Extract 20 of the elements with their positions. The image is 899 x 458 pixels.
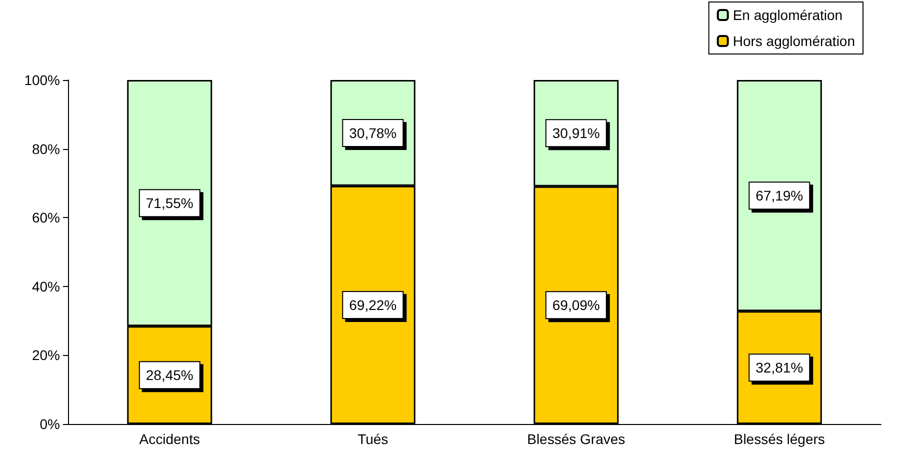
x-tick-label: Blessés légers: [734, 431, 825, 447]
legend-label: En agglomération: [732, 7, 843, 23]
y-tick-label: 40%: [32, 278, 60, 294]
x-tick-label: Tués: [358, 431, 388, 447]
data-label: 30,78%: [349, 124, 397, 141]
y-tick-label: 80%: [32, 140, 60, 157]
y-tick-label: 20%: [32, 347, 60, 364]
data-label: 32,81%: [756, 360, 804, 376]
data-label: 71,55%: [146, 195, 194, 212]
data-label: 28,45%: [146, 367, 194, 384]
x-tick-label: Blessés Graves: [527, 431, 626, 447]
data-label: 67,19%: [756, 188, 804, 204]
x-tick-label: Accidents: [139, 431, 200, 447]
legend-label: Hors agglomération: [732, 33, 855, 49]
y-tick-label: 100%: [24, 72, 60, 88]
data-label: 69,09%: [552, 297, 600, 314]
y-tick-label: 0%: [40, 416, 60, 432]
data-label: 30,91%: [552, 125, 600, 142]
data-label: 69,22%: [349, 296, 397, 313]
y-tick-label: 60%: [32, 210, 60, 226]
